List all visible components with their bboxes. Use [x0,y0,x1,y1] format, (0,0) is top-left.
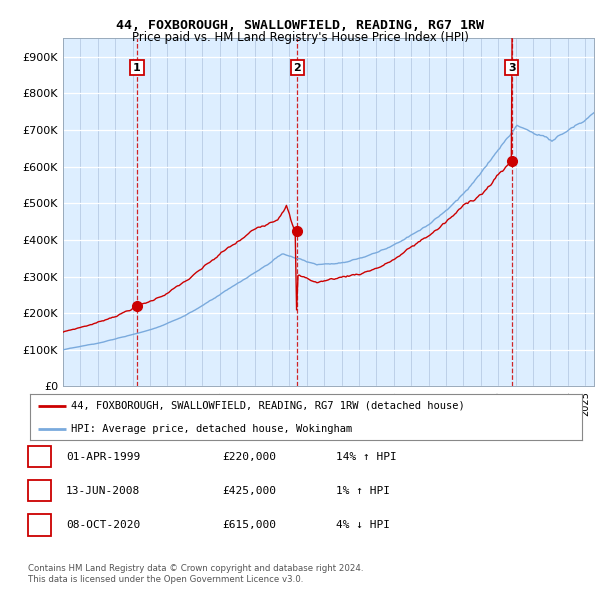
Text: £615,000: £615,000 [222,520,276,530]
Text: 14% ↑ HPI: 14% ↑ HPI [336,451,397,461]
Text: Contains HM Land Registry data © Crown copyright and database right 2024.: Contains HM Land Registry data © Crown c… [28,565,364,573]
Text: 1% ↑ HPI: 1% ↑ HPI [336,486,390,496]
Text: 1: 1 [133,63,141,73]
Text: This data is licensed under the Open Government Licence v3.0.: This data is licensed under the Open Gov… [28,575,304,584]
Text: Price paid vs. HM Land Registry's House Price Index (HPI): Price paid vs. HM Land Registry's House … [131,31,469,44]
Text: 44, FOXBOROUGH, SWALLOWFIELD, READING, RG7 1RW: 44, FOXBOROUGH, SWALLOWFIELD, READING, R… [116,19,484,32]
Text: £425,000: £425,000 [222,486,276,496]
Text: 01-APR-1999: 01-APR-1999 [66,451,140,461]
Text: 3: 3 [508,63,515,73]
Text: 08-OCT-2020: 08-OCT-2020 [66,520,140,530]
Text: 3: 3 [36,519,43,532]
Text: 44, FOXBOROUGH, SWALLOWFIELD, READING, RG7 1RW (detached house): 44, FOXBOROUGH, SWALLOWFIELD, READING, R… [71,401,465,411]
Text: 4% ↓ HPI: 4% ↓ HPI [336,520,390,530]
Text: 13-JUN-2008: 13-JUN-2008 [66,486,140,496]
Text: 2: 2 [36,484,43,497]
Text: 2: 2 [293,63,301,73]
Text: 1: 1 [36,450,43,463]
Text: £220,000: £220,000 [222,451,276,461]
Text: HPI: Average price, detached house, Wokingham: HPI: Average price, detached house, Woki… [71,424,353,434]
